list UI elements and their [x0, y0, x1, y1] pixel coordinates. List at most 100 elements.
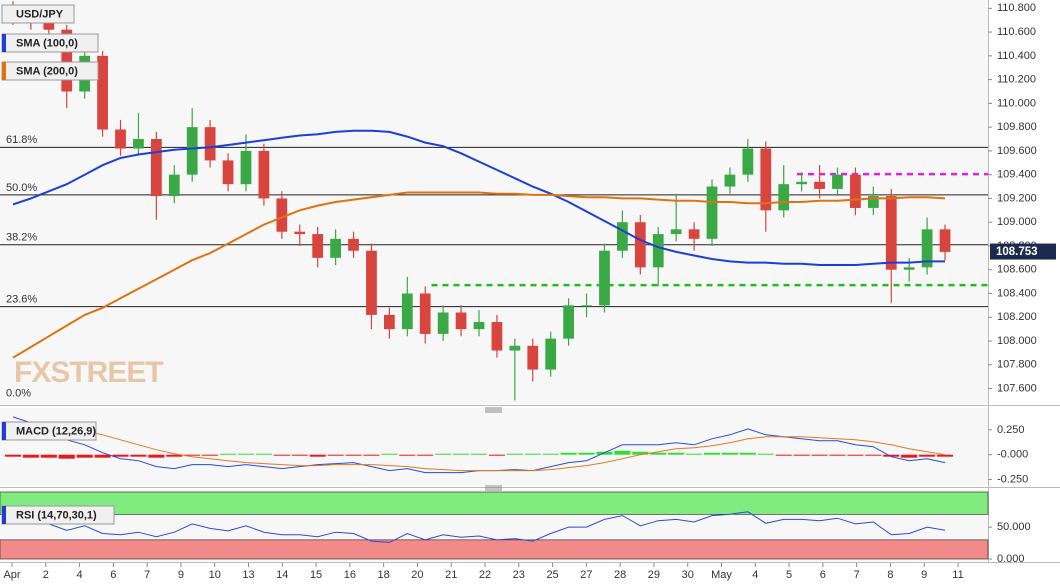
- candle-body: [258, 150, 270, 199]
- histogram-bar: [219, 453, 237, 455]
- candle-body: [294, 231, 306, 235]
- x-tick-label: 6: [110, 569, 116, 581]
- x-tick-label: May: [711, 569, 732, 581]
- y-tick-label: 109.600: [997, 145, 1037, 157]
- legend-label: SMA (200,0): [16, 65, 78, 77]
- x-tick-label: 13: [242, 569, 254, 581]
- candle-body: [867, 196, 879, 208]
- histogram-bar: [578, 452, 595, 455]
- histogram-bar: [130, 454, 147, 457]
- candle-body: [384, 314, 395, 330]
- candle-body: [850, 174, 861, 208]
- histogram-bar: [112, 454, 129, 457]
- y-tick-label: -0.000: [997, 449, 1028, 461]
- histogram-bar: [793, 454, 810, 456]
- fib-label: 50.0%: [6, 182, 37, 194]
- indicator-line: [12, 511, 946, 543]
- histogram-bar: [506, 453, 523, 455]
- y-tick-label: 50.000: [997, 521, 1031, 533]
- histogram-bar: [345, 454, 362, 456]
- candle-body: [670, 229, 682, 235]
- candle-body: [115, 129, 126, 149]
- y-tick-label: 107.800: [997, 359, 1037, 371]
- histogram-bar: [703, 452, 721, 455]
- fib-label: 38.2%: [6, 232, 37, 244]
- candle-body: [563, 305, 574, 339]
- histogram-bar: [757, 453, 774, 455]
- candle-body: [133, 139, 144, 149]
- sma-line: [12, 129, 945, 266]
- candle-body: [617, 222, 628, 251]
- candle-body: [778, 184, 790, 211]
- x-tick-label: 9: [178, 569, 184, 581]
- fib-label: 0.0%: [6, 387, 31, 399]
- histogram-bar: [488, 454, 505, 456]
- y-tick-label: 110.200: [997, 74, 1036, 86]
- x-tick-label: 4: [77, 569, 83, 581]
- legend-swatch: [2, 506, 6, 524]
- x-tick-label: 18: [378, 569, 390, 581]
- candle-body: [204, 127, 216, 161]
- histogram-bar: [166, 454, 183, 457]
- price-tag-label: 108.753: [996, 246, 1038, 258]
- y-tick-label: 108.200: [997, 311, 1037, 323]
- histogram-bar: [829, 454, 846, 456]
- x-tick-label: 16: [344, 569, 356, 581]
- candle-body: [796, 181, 808, 185]
- candle-body: [455, 312, 467, 330]
- candle-body: [652, 234, 664, 268]
- candle-body: [509, 345, 521, 351]
- x-tick-label: 29: [648, 569, 660, 581]
- fib-label: 23.6%: [6, 293, 37, 305]
- y-tick-label: 0.250: [997, 424, 1025, 436]
- price-tag: [990, 243, 1056, 260]
- candle-body: [366, 250, 377, 315]
- candle-body: [634, 222, 646, 268]
- indicator-line: [13, 422, 946, 472]
- y-tick-label: 110.000: [997, 97, 1036, 109]
- y-tick-label: 110.600: [997, 26, 1036, 38]
- histogram-bar: [453, 453, 470, 455]
- x-tick-label: 20: [411, 569, 423, 581]
- resize-grip[interactable]: [485, 407, 502, 413]
- candle-body: [581, 305, 592, 307]
- x-tick-label: 22: [479, 569, 491, 581]
- candle-body: [760, 148, 772, 211]
- candle-body: [742, 148, 754, 175]
- candle-body: [545, 338, 557, 370]
- y-tick-label: 0.000: [997, 553, 1025, 565]
- candle-body: [814, 181, 825, 189]
- histogram-bar: [291, 454, 308, 456]
- candle-body: [186, 127, 198, 175]
- candle-body: [724, 174, 736, 187]
- candle-body: [706, 186, 718, 239]
- x-tick-label: 9: [921, 569, 927, 581]
- candle-body: [599, 250, 610, 306]
- histogram-bar: [94, 454, 111, 458]
- histogram-bar: [417, 454, 434, 456]
- histogram-bar: [668, 452, 685, 455]
- sma-line: [12, 191, 946, 359]
- x-tick-label: 7: [144, 569, 150, 581]
- histogram-bar: [327, 454, 344, 456]
- y-tick-label: -0.250: [997, 473, 1028, 485]
- histogram-bar: [883, 454, 900, 457]
- candle-body: [939, 229, 951, 252]
- candle-body: [330, 238, 341, 258]
- resize-grip[interactable]: [485, 485, 502, 491]
- candle-body: [437, 312, 449, 334]
- x-tick-label: 4: [752, 569, 758, 581]
- x-tick-label: 2: [43, 569, 49, 581]
- x-tick-label: 6: [820, 569, 826, 581]
- histogram-bar: [901, 454, 918, 458]
- legend-label: MACD (12,26,9): [16, 425, 96, 437]
- histogram-bar: [202, 454, 219, 456]
- candle-body: [150, 139, 162, 197]
- histogram-bar: [470, 453, 488, 455]
- histogram-bar: [363, 454, 380, 456]
- candle-body: [222, 160, 234, 185]
- candle-body: [43, 22, 55, 30]
- candle-body: [473, 322, 485, 330]
- x-tick-label: 8: [887, 569, 893, 581]
- x-tick-label: 25: [546, 569, 558, 581]
